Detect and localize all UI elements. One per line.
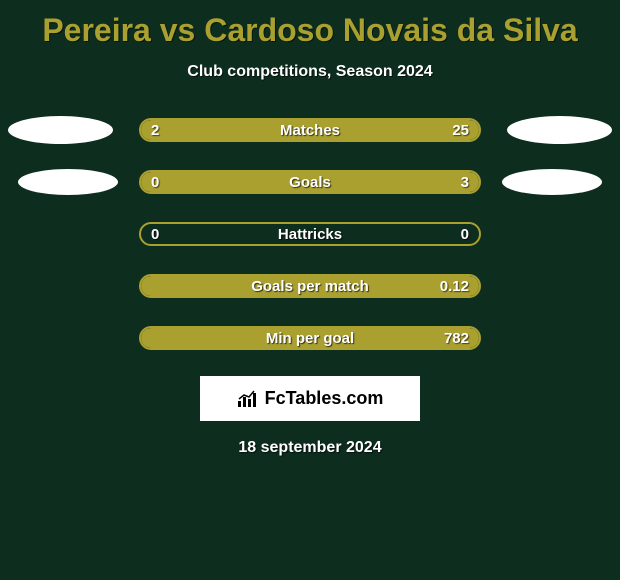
footer-logo: FcTables.com — [200, 376, 420, 421]
stat-bar: 2 Matches 25 — [139, 118, 481, 142]
stat-row-min-per-goal: Min per goal 782 — [0, 324, 620, 352]
stat-label: Goals per match — [251, 278, 369, 295]
page-title: Pereira vs Cardoso Novais da Silva — [0, 0, 620, 49]
stat-right-value: 0.12 — [440, 278, 469, 295]
stat-right-value: 3 — [461, 174, 469, 191]
footer-logo-text: FcTables.com — [265, 388, 384, 409]
stat-label: Goals — [289, 174, 331, 191]
stat-left-value: 0 — [151, 226, 159, 243]
stat-right-value: 0 — [461, 226, 469, 243]
stat-label: Min per goal — [266, 330, 354, 347]
player-right-ellipse — [507, 116, 612, 144]
stat-right-value: 782 — [444, 330, 469, 347]
stat-bar: Goals per match 0.12 — [139, 274, 481, 298]
stat-row-matches: 2 Matches 25 — [0, 116, 620, 144]
stats-container: 2 Matches 25 0 Goals 3 0 Hattricks 0 Goa… — [0, 116, 620, 352]
player-left-ellipse — [18, 169, 118, 195]
stat-row-goals-per-match: Goals per match 0.12 — [0, 272, 620, 300]
stat-left-value: 2 — [151, 122, 159, 139]
stat-bar: 0 Goals 3 — [139, 170, 481, 194]
stat-row-hattricks: 0 Hattricks 0 — [0, 220, 620, 248]
chart-icon — [237, 390, 259, 408]
player-left-ellipse — [8, 116, 113, 144]
stat-label: Matches — [280, 122, 340, 139]
player-right-ellipse — [502, 169, 602, 195]
stat-bar: 0 Hattricks 0 — [139, 222, 481, 246]
stat-left-value: 0 — [151, 174, 159, 191]
stat-label: Hattricks — [278, 226, 342, 243]
subtitle: Club competitions, Season 2024 — [0, 63, 620, 81]
stat-bar: Min per goal 782 — [139, 326, 481, 350]
stat-row-goals: 0 Goals 3 — [0, 168, 620, 196]
footer-date: 18 september 2024 — [0, 439, 620, 457]
stat-right-value: 25 — [452, 122, 469, 139]
